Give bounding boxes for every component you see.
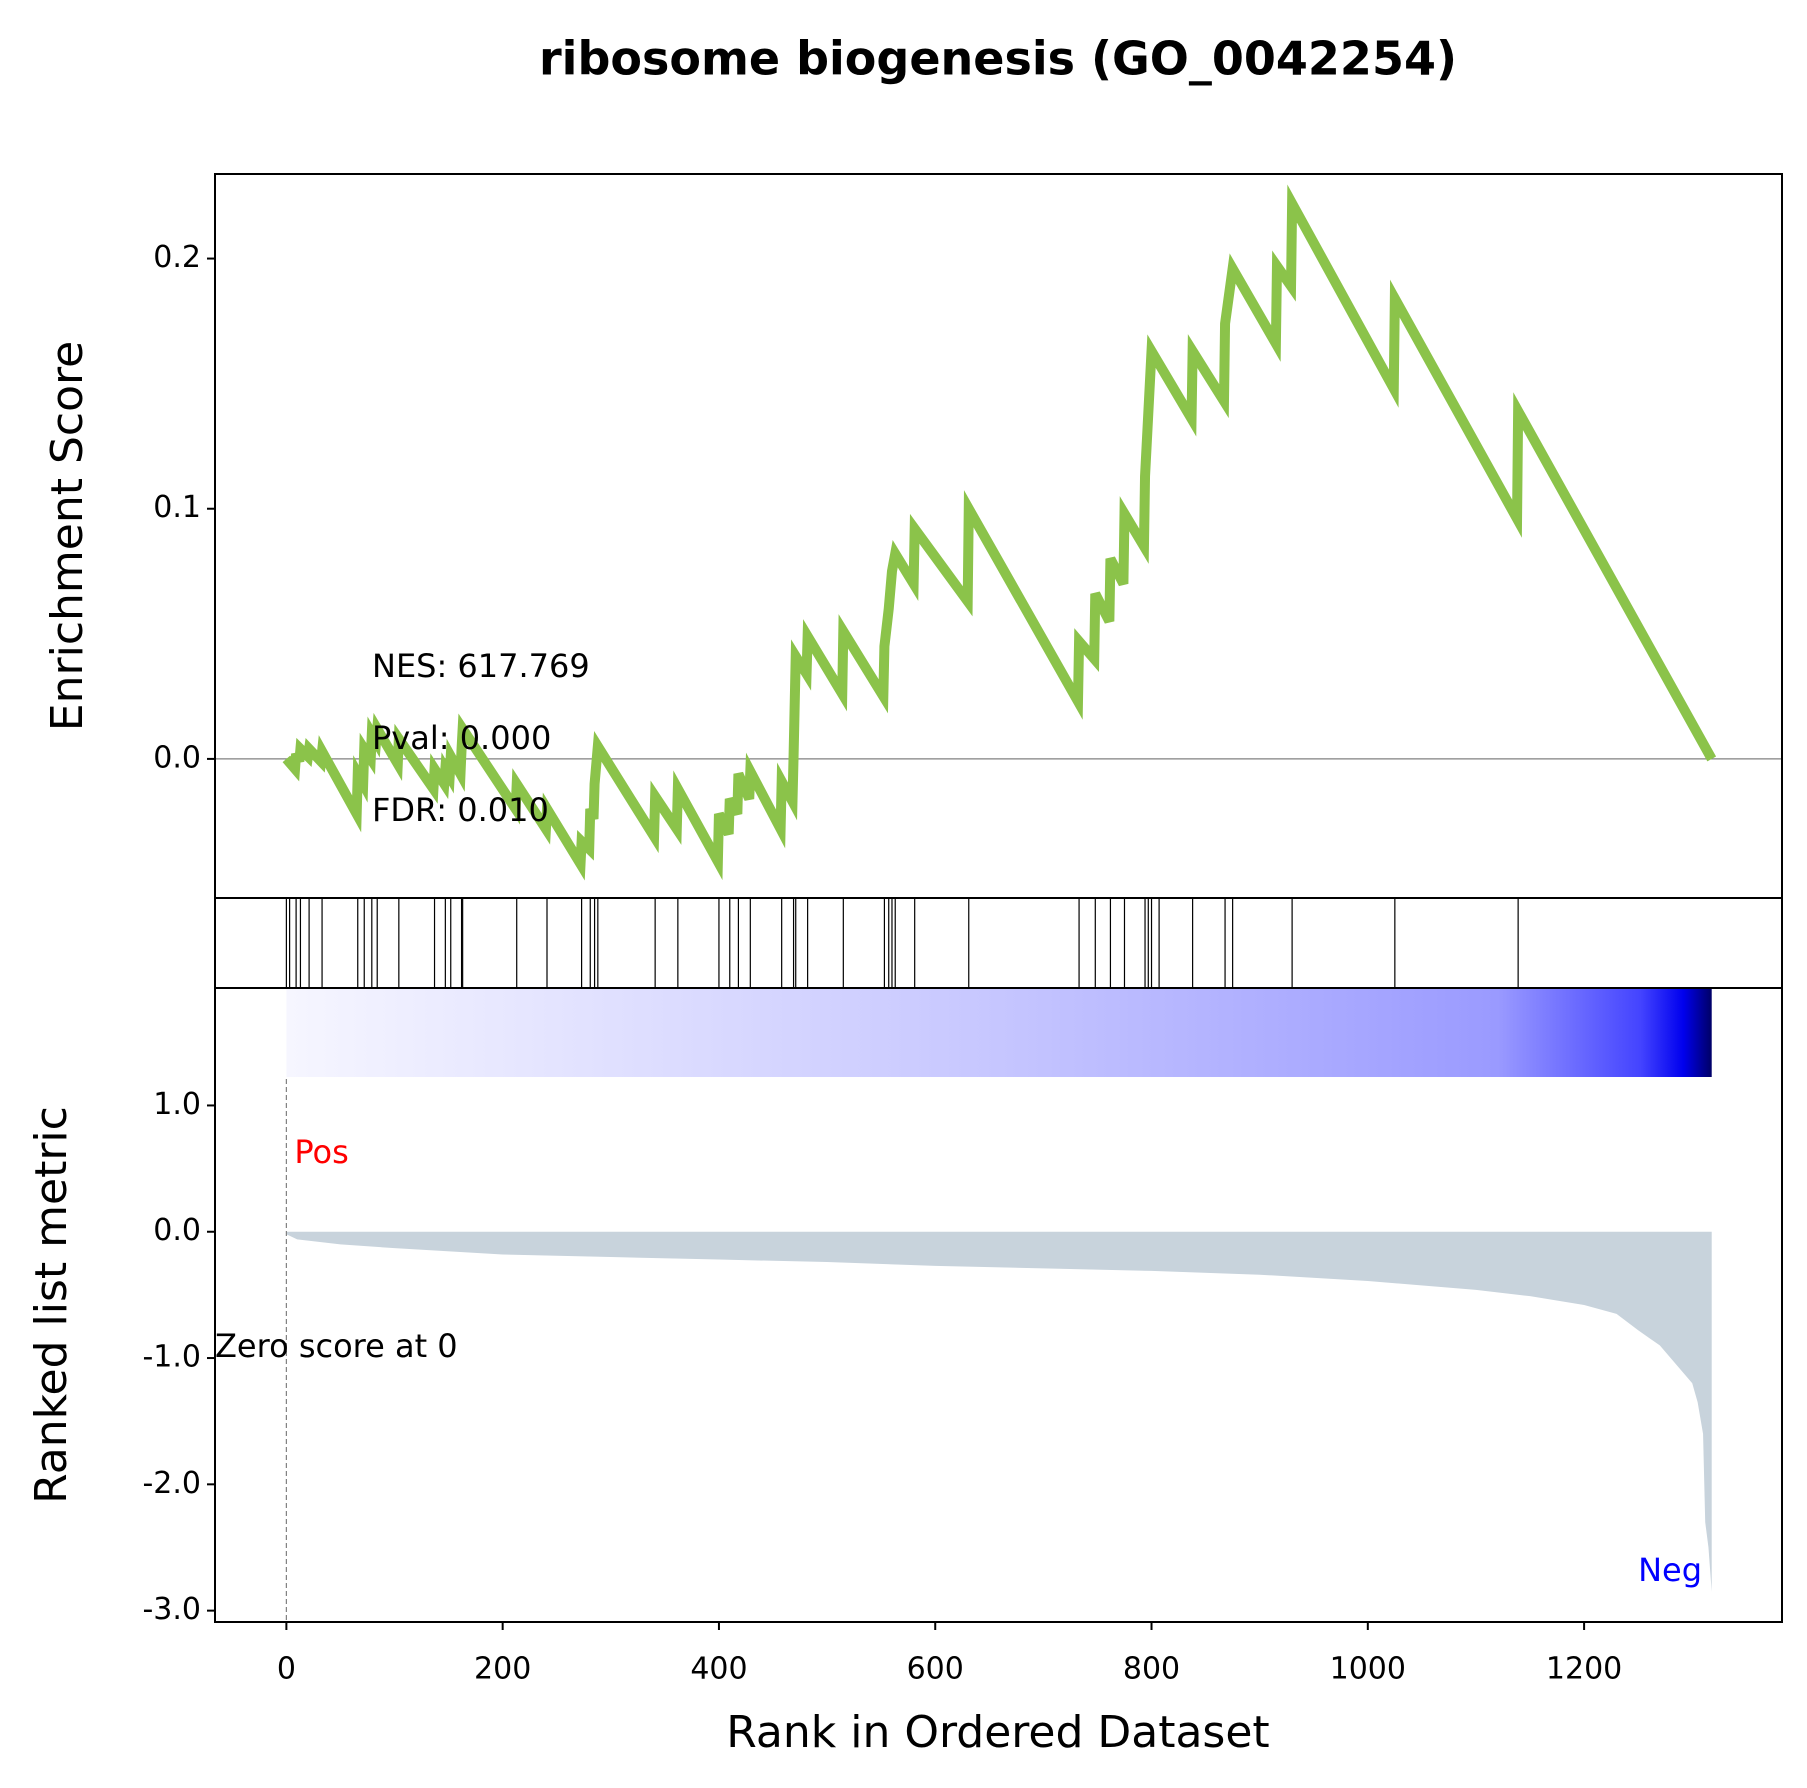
annotation: NES: 617.769 — [372, 647, 590, 685]
y-tick-label: 0.0 — [153, 740, 201, 775]
y-tick-label: 0.0 — [153, 1213, 201, 1248]
chart-title: ribosome biogenesis (GO_0042254) — [539, 32, 1457, 86]
neg-label: Neg — [1638, 1551, 1702, 1589]
x-tick-label: 600 — [907, 1652, 964, 1687]
colorbar — [286, 988, 1712, 1077]
y-tick-label: -2.0 — [142, 1466, 201, 1501]
annotation: FDR: 0.010 — [372, 791, 549, 829]
axes-frame — [214, 897, 1783, 989]
y-axis-label: Enrichment Score — [42, 341, 93, 731]
zero-score-label: Zero score at 0 — [215, 1327, 458, 1365]
y-tick-label: -3.0 — [142, 1592, 201, 1627]
metric-area — [286, 1231, 1712, 1592]
x-axis-label: Rank in Ordered Dataset — [726, 1707, 1269, 1758]
pos-label: Pos — [294, 1133, 348, 1171]
x-tick-label: 1200 — [1546, 1652, 1622, 1687]
annotation: Pval: 0.000 — [372, 719, 551, 757]
y-tick-label: 0.2 — [153, 240, 201, 275]
y-axis-label: Ranked list metric — [26, 1106, 77, 1504]
x-tick-label: 200 — [474, 1652, 531, 1687]
x-tick-label: 0 — [277, 1652, 296, 1687]
plot: 0.0 0.1 0.2 NES: 617.769 Pval: 0.000 FDR: 0.0… — [142, 184, 1782, 1687]
x-tick-label: 1000 — [1330, 1652, 1406, 1687]
y-tick-label: 1.0 — [153, 1087, 201, 1122]
es-line — [282, 184, 1717, 881]
y-tick-label: 0.1 — [153, 490, 201, 525]
axes-frame — [214, 987, 1783, 1623]
x-tick-label: 800 — [1123, 1652, 1180, 1687]
axes-frame — [214, 173, 1783, 899]
y-tick-label: -1.0 — [142, 1340, 201, 1375]
x-tick-label: 400 — [690, 1652, 747, 1687]
